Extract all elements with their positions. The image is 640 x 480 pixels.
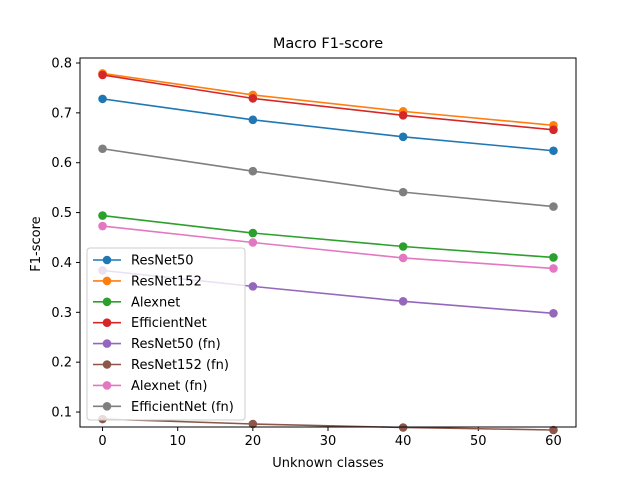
plot-frame xyxy=(79,57,577,428)
series-5 xyxy=(98,414,558,435)
data-point xyxy=(248,94,258,103)
legend-item: EfficientNet (fn) xyxy=(93,400,234,415)
data-point xyxy=(549,264,558,273)
data-point xyxy=(549,309,558,318)
x-tick-label: 10 xyxy=(169,434,186,449)
series-line xyxy=(102,418,554,431)
y-axis-label: F1-score xyxy=(29,216,44,271)
series-line xyxy=(102,98,554,152)
data-point xyxy=(248,228,258,238)
series-line xyxy=(102,225,554,270)
y-tick-label: 0.6 xyxy=(51,156,72,171)
series-line xyxy=(102,72,554,127)
y-tick-label: 0.1 xyxy=(51,406,72,421)
axis-ticks: 0 10 20 30 40 50 60 0.1 0.2 0.3 0.4 0.5 0.6 0.7 0.8 xyxy=(51,56,561,449)
legend-item: Alexnet xyxy=(93,295,180,310)
series-3 xyxy=(98,70,558,135)
data-point xyxy=(98,94,107,104)
legend-label: ResNet152 (fn) xyxy=(131,358,229,373)
data-point xyxy=(398,253,408,263)
data-point xyxy=(248,115,258,125)
legend-item: ResNet152 (fn) xyxy=(93,358,229,373)
data-point xyxy=(549,202,558,211)
x-tick-label: 40 xyxy=(395,434,412,449)
x-tick-label: 30 xyxy=(320,434,337,449)
legend: ResNet50 ResNet152 Alexnet EfficientNet ResN… xyxy=(86,247,246,421)
data-point xyxy=(98,70,107,80)
legend-marker xyxy=(102,402,112,411)
chart-title: Macro F1-score xyxy=(273,36,383,52)
data-point xyxy=(549,125,558,135)
x-tick-label: 50 xyxy=(470,434,487,449)
legend-marker xyxy=(102,255,112,265)
data-point xyxy=(248,282,258,291)
y-tick-label: 0.8 xyxy=(51,56,72,71)
x-tick-label: 0 xyxy=(98,434,106,449)
data-point xyxy=(398,132,408,142)
series-6 xyxy=(98,221,558,273)
data-point xyxy=(98,144,107,154)
x-tick-label: 20 xyxy=(245,434,262,449)
legend-marker xyxy=(102,360,112,369)
series-line xyxy=(102,74,554,131)
data-point xyxy=(549,425,558,435)
x-tick-label: 60 xyxy=(545,434,562,449)
y-tick-label: 0.7 xyxy=(51,106,72,121)
legend-label: Alexnet (fn) xyxy=(131,379,207,394)
data-point xyxy=(398,297,408,306)
legend-item: EfficientNet xyxy=(93,316,207,331)
data-point xyxy=(398,187,408,197)
legend-marker xyxy=(102,318,112,328)
series-layer xyxy=(98,69,558,435)
legend-item: ResNet50 xyxy=(93,254,194,269)
x-axis-label: Unknown classes xyxy=(272,456,384,471)
y-tick-label: 0.2 xyxy=(51,356,72,371)
data-point xyxy=(98,221,107,231)
legend-marker xyxy=(102,339,112,348)
data-point xyxy=(248,166,258,176)
y-tick-label: 0.5 xyxy=(51,206,72,221)
legend-item: ResNet50 (fn) xyxy=(93,337,221,352)
legend-label: ResNet152 xyxy=(131,274,202,289)
legend-item: ResNet152 xyxy=(93,274,202,289)
y-tick-label: 0.3 xyxy=(51,306,72,321)
legend-marker xyxy=(102,276,112,286)
series-1 xyxy=(98,69,558,130)
legend-label: ResNet50 (fn) xyxy=(131,337,221,352)
data-point xyxy=(248,419,258,429)
legend-label: ResNet50 xyxy=(131,254,194,269)
series-7 xyxy=(98,144,558,211)
data-point xyxy=(549,253,558,262)
legend-label: EfficientNet (fn) xyxy=(131,400,234,415)
y-tick-label: 0.4 xyxy=(51,256,72,271)
legend-marker xyxy=(102,297,112,307)
data-point xyxy=(398,111,408,120)
legend-label: Alexnet xyxy=(131,295,180,310)
legend-item: Alexnet (fn) xyxy=(93,379,207,394)
legend-box xyxy=(86,247,246,421)
series-2 xyxy=(98,211,558,262)
series-line xyxy=(102,214,554,259)
data-point xyxy=(98,211,107,220)
series-0 xyxy=(98,94,558,156)
series-line xyxy=(102,147,554,208)
data-point xyxy=(248,238,258,247)
legend-label: EfficientNet xyxy=(131,316,207,331)
data-point xyxy=(398,242,408,251)
data-point xyxy=(549,146,558,156)
legend-marker xyxy=(102,381,112,390)
